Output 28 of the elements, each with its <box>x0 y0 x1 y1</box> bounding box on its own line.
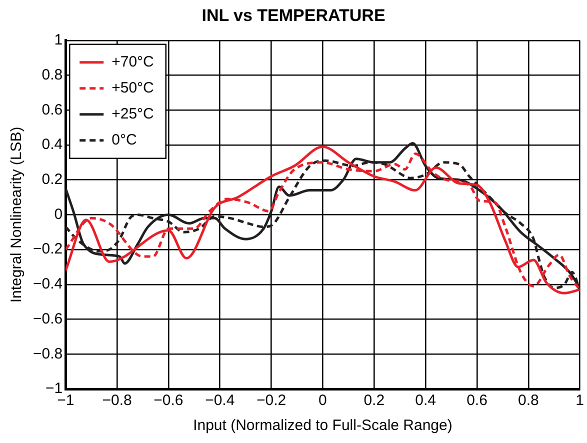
y-tick-label: 0.6 <box>42 101 63 118</box>
y-tick-label: 0.2 <box>42 170 63 188</box>
y-tick-label: −0.4 <box>32 276 63 293</box>
x-tick-label: 0.4 <box>415 392 436 410</box>
legend-label: 0°C <box>112 132 137 149</box>
chart-title: INL vs TEMPERATURE <box>202 6 386 25</box>
x-tick-label: 1 <box>576 392 584 410</box>
y-tick-label: 0.4 <box>42 136 63 154</box>
x-axis-title: Input (Normalized to Full-Scale Range) <box>193 417 452 434</box>
x-tick-label: −0.2 <box>256 392 286 410</box>
x-tick-label: 0.6 <box>466 392 488 410</box>
y-tick-label: −0.2 <box>32 240 63 258</box>
y-axis-title: Integral Nonlinearity (LSB) <box>8 126 26 303</box>
legend-label: +50°C <box>112 80 154 97</box>
y-tick-label: 0 <box>54 206 63 223</box>
x-tick-label: −0.8 <box>102 392 132 410</box>
x-tick-label: 0.8 <box>518 392 539 410</box>
x-tick-label: 0 <box>318 392 327 410</box>
x-tick-label: 0.2 <box>364 392 385 410</box>
x-tick-label: −0.4 <box>205 392 235 410</box>
legend-label: +70°C <box>112 54 154 71</box>
y-tick-label: 1 <box>54 32 63 49</box>
y-tick-label: 0.8 <box>42 66 63 84</box>
x-tick-label: −0.6 <box>154 392 184 410</box>
y-tick-label: −0.8 <box>32 345 63 362</box>
legend-label: +25°C <box>112 106 154 123</box>
y-tick-label: −1 <box>46 380 63 398</box>
y-tick-label: −0.6 <box>32 310 63 328</box>
